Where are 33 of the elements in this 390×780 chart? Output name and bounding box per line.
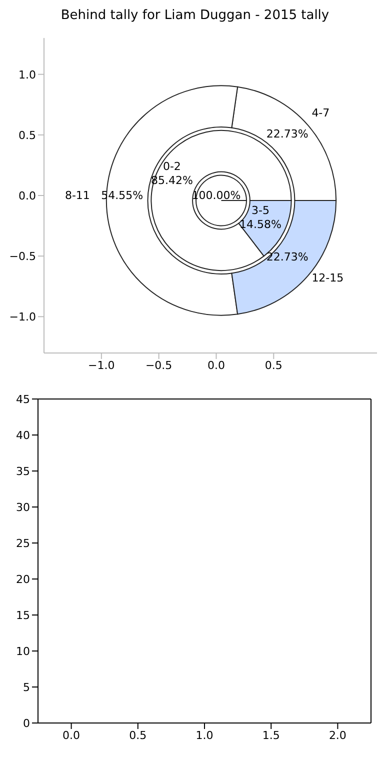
chart-title: Behind tally for Liam Duggan - 2015 tally (60, 8, 330, 25)
y-tick-label: 0.0 (18, 189, 36, 202)
slice-label: 12-15 (312, 272, 344, 285)
y-tick-label: 15 (16, 608, 30, 622)
x-tick-label: −0.5 (145, 358, 172, 372)
y-tick-label: 30 (16, 500, 30, 514)
y-tick-label: 35 (16, 464, 30, 478)
y-tick-label: 5 (23, 680, 30, 694)
x-tick-label: 2.0 (328, 728, 346, 742)
y-tick-label: 45 (16, 392, 30, 406)
slice-label: 8-11 (64, 189, 90, 202)
y-tick-label: 20 (16, 572, 30, 586)
y-tick-label: 0 (23, 716, 30, 730)
y-tick-label: 1.0 (18, 68, 36, 82)
x-tick-label: 0.5 (129, 728, 147, 742)
slice-label: 0-2 (162, 160, 181, 174)
x-tick-label: 1.5 (262, 728, 280, 742)
y-tick-label: 25 (16, 536, 30, 550)
y-tick-label: 0.5 (18, 128, 36, 142)
x-tick-label: 0.0 (62, 728, 80, 742)
y-tick-label: −0.5 (9, 250, 36, 263)
y-tick-label: −1.0 (9, 310, 36, 324)
slice-label: 4-7 (312, 106, 330, 120)
x-tick-label: −1.0 (88, 358, 115, 372)
data-label: 22.73% (266, 250, 308, 264)
y-tick-label: 10 (16, 644, 30, 658)
data-label: 22.73% (266, 127, 308, 140)
data-label: 14.58% (240, 218, 282, 231)
y-tick-label: 40 (16, 428, 30, 442)
x-tick-label: 1.0 (196, 728, 214, 742)
slice-label: 3-5 (252, 204, 270, 217)
x-tick-label: 0.5 (264, 358, 282, 372)
x-tick-label: 0.0 (207, 358, 225, 372)
